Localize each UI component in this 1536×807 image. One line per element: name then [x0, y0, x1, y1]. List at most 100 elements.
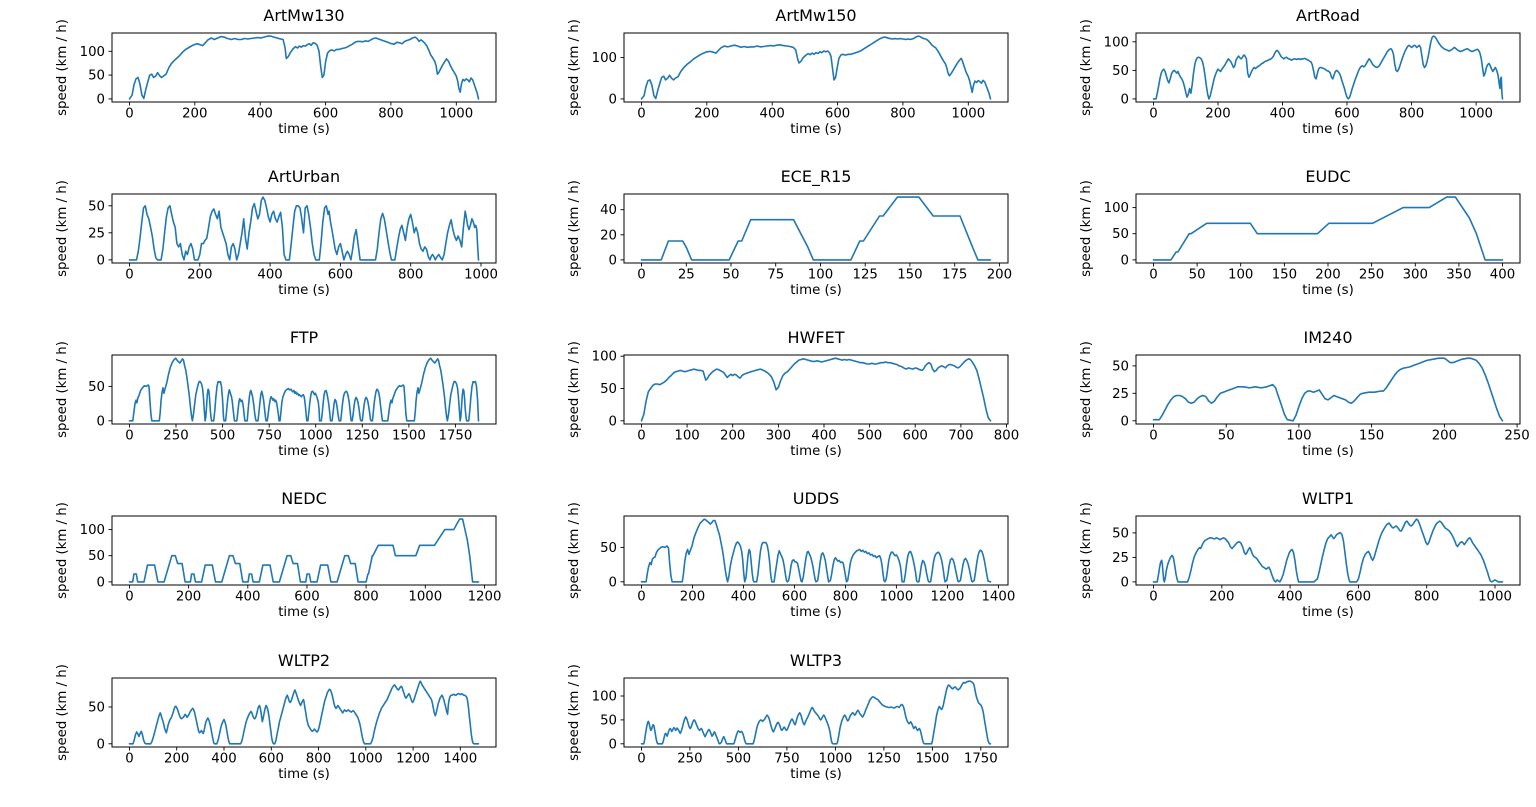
subplot-ArtRoad: 0 200 400 600 800 1000 0 50 100 ArtRoad time (s) sp… — [1079, 6, 1521, 137]
x-tick-label: 0 — [637, 752, 645, 767]
x-tick-label: 1500 — [915, 752, 949, 767]
y-tick-label: 50 — [600, 713, 617, 728]
x-tick-label: 1200 — [468, 590, 502, 605]
axes-box — [1135, 32, 1521, 103]
y-tick-label: 0 — [609, 92, 617, 107]
speed-trace — [1152, 35, 1504, 100]
x-tick-label: 200 — [1315, 268, 1340, 283]
x-tick-label: 800 — [378, 107, 403, 122]
y-axis-label: speed (km / h) — [55, 502, 70, 599]
x-tick-label: 1500 — [392, 429, 426, 444]
x-axis-label: time (s) — [790, 444, 842, 459]
x-tick-label: 200 — [987, 268, 1012, 283]
x-tick-label: 400 — [211, 752, 236, 767]
x-tick-label: 800 — [994, 429, 1019, 444]
subplot-title: UDDS — [793, 489, 840, 508]
x-tick-label: 250 — [1359, 268, 1384, 283]
y-tick-label: 40 — [600, 203, 617, 218]
y-tick-label: 50 — [1112, 526, 1129, 541]
x-tick-label: 1000 — [299, 429, 333, 444]
x-tick-label: 200 — [176, 590, 201, 605]
x-tick-label: 250 — [1504, 429, 1529, 444]
x-tick-label: 600 — [259, 752, 284, 767]
y-tick-label: 0 — [1121, 92, 1129, 107]
subplot-ArtUrban: 0 200 400 600 800 1000 0 25 50 ArtUrban time (s) sp… — [55, 167, 498, 298]
subplot-title: WLTP2 — [278, 651, 330, 670]
y-tick-label: 50 — [1112, 359, 1129, 374]
x-tick-label: 1000 — [1478, 590, 1512, 605]
x-tick-label: 600 — [313, 107, 338, 122]
subplot-WLTP3: 0 250 500 750 1000 1250 1500 1750 0 50 100 WLTP3 tim… — [567, 651, 1009, 782]
x-tick-label: 400 — [731, 590, 756, 605]
axes-box — [111, 193, 497, 264]
x-axis-label: time (s) — [278, 444, 330, 459]
x-tick-label: 400 — [248, 107, 273, 122]
y-tick-label: 50 — [88, 701, 105, 716]
y-tick-label: 0 — [97, 737, 105, 752]
x-tick-label: 800 — [306, 752, 331, 767]
speed-trace — [640, 35, 992, 100]
x-tick-label: 600 — [903, 429, 928, 444]
y-axis-label: speed (km / h) — [567, 180, 582, 277]
x-tick-label: 50 — [1189, 268, 1206, 283]
x-tick-label: 500 — [726, 752, 751, 767]
x-tick-label: 25 — [678, 268, 695, 283]
x-tick-label: 800 — [833, 590, 858, 605]
axes-box — [111, 32, 497, 103]
y-tick-label: 100 — [592, 690, 617, 705]
y-tick-label: 100 — [592, 51, 617, 66]
x-tick-label: 1000 — [349, 752, 383, 767]
y-axis-label: speed (km / h) — [1079, 19, 1094, 116]
axes-box — [111, 677, 497, 748]
y-tick-label: 50 — [600, 382, 617, 397]
subplot-title: IM240 — [1303, 328, 1352, 347]
x-axis-label: time (s) — [278, 283, 330, 298]
x-axis-label: time (s) — [790, 767, 842, 782]
x-tick-label: 500 — [857, 429, 882, 444]
x-axis-label: time (s) — [278, 767, 330, 782]
x-axis-label: time (s) — [790, 283, 842, 298]
x-tick-label: 1000 — [464, 268, 498, 283]
axes-box — [623, 515, 1009, 586]
x-tick-label: 0 — [125, 268, 133, 283]
y-tick-label: 100 — [1104, 35, 1129, 50]
x-tick-label: 0 — [1149, 429, 1157, 444]
y-tick-label: 50 — [88, 549, 105, 564]
x-tick-label: 200 — [680, 590, 705, 605]
subplot-WLTP2: 0 200 400 600 800 1000 1200 1400 0 50 WLTP2 time (s… — [55, 651, 497, 782]
y-tick-label: 50 — [600, 541, 617, 556]
subplot-EUDC: 0 50 100 150 200 250 300 350 400 0 50 100 EUDC time (… — [1079, 167, 1521, 298]
y-tick-label: 50 — [1112, 227, 1129, 242]
subplot-title: ArtUrban — [268, 167, 340, 186]
y-axis-label: speed (km / h) — [55, 19, 70, 116]
x-tick-label: 1400 — [981, 590, 1015, 605]
y-tick-label: 100 — [80, 45, 105, 60]
axes-box — [623, 32, 1009, 103]
speed-trace — [128, 357, 480, 422]
x-axis-label: time (s) — [1302, 605, 1354, 620]
axes-box — [111, 515, 497, 586]
x-tick-label: 200 — [187, 268, 212, 283]
y-axis-label: speed (km / h) — [567, 341, 582, 438]
subplot-title: NEDC — [281, 489, 327, 508]
x-tick-label: 400 — [1277, 590, 1302, 605]
subplot-title: WLTP3 — [790, 651, 842, 670]
x-tick-label: 175 — [942, 268, 967, 283]
y-axis-label: speed (km / h) — [1079, 180, 1094, 277]
x-tick-label: 1000 — [879, 590, 913, 605]
y-axis-label: speed (km / h) — [55, 664, 70, 761]
x-tick-label: 600 — [1334, 107, 1359, 122]
x-tick-label: 750 — [257, 429, 282, 444]
y-tick-label: 0 — [97, 92, 105, 107]
x-tick-label: 250 — [163, 429, 188, 444]
x-tick-label: 0 — [1149, 107, 1157, 122]
x-tick-label: 0 — [637, 107, 645, 122]
subplot-title: HWFET — [788, 328, 845, 347]
speed-trace — [128, 196, 480, 261]
speed-trace — [128, 518, 480, 583]
y-axis-label: speed (km / h) — [567, 502, 582, 599]
y-tick-label: 50 — [1112, 64, 1129, 79]
x-tick-label: 1200 — [396, 752, 430, 767]
x-tick-label: 600 — [294, 590, 319, 605]
y-tick-label: 50 — [88, 380, 105, 395]
